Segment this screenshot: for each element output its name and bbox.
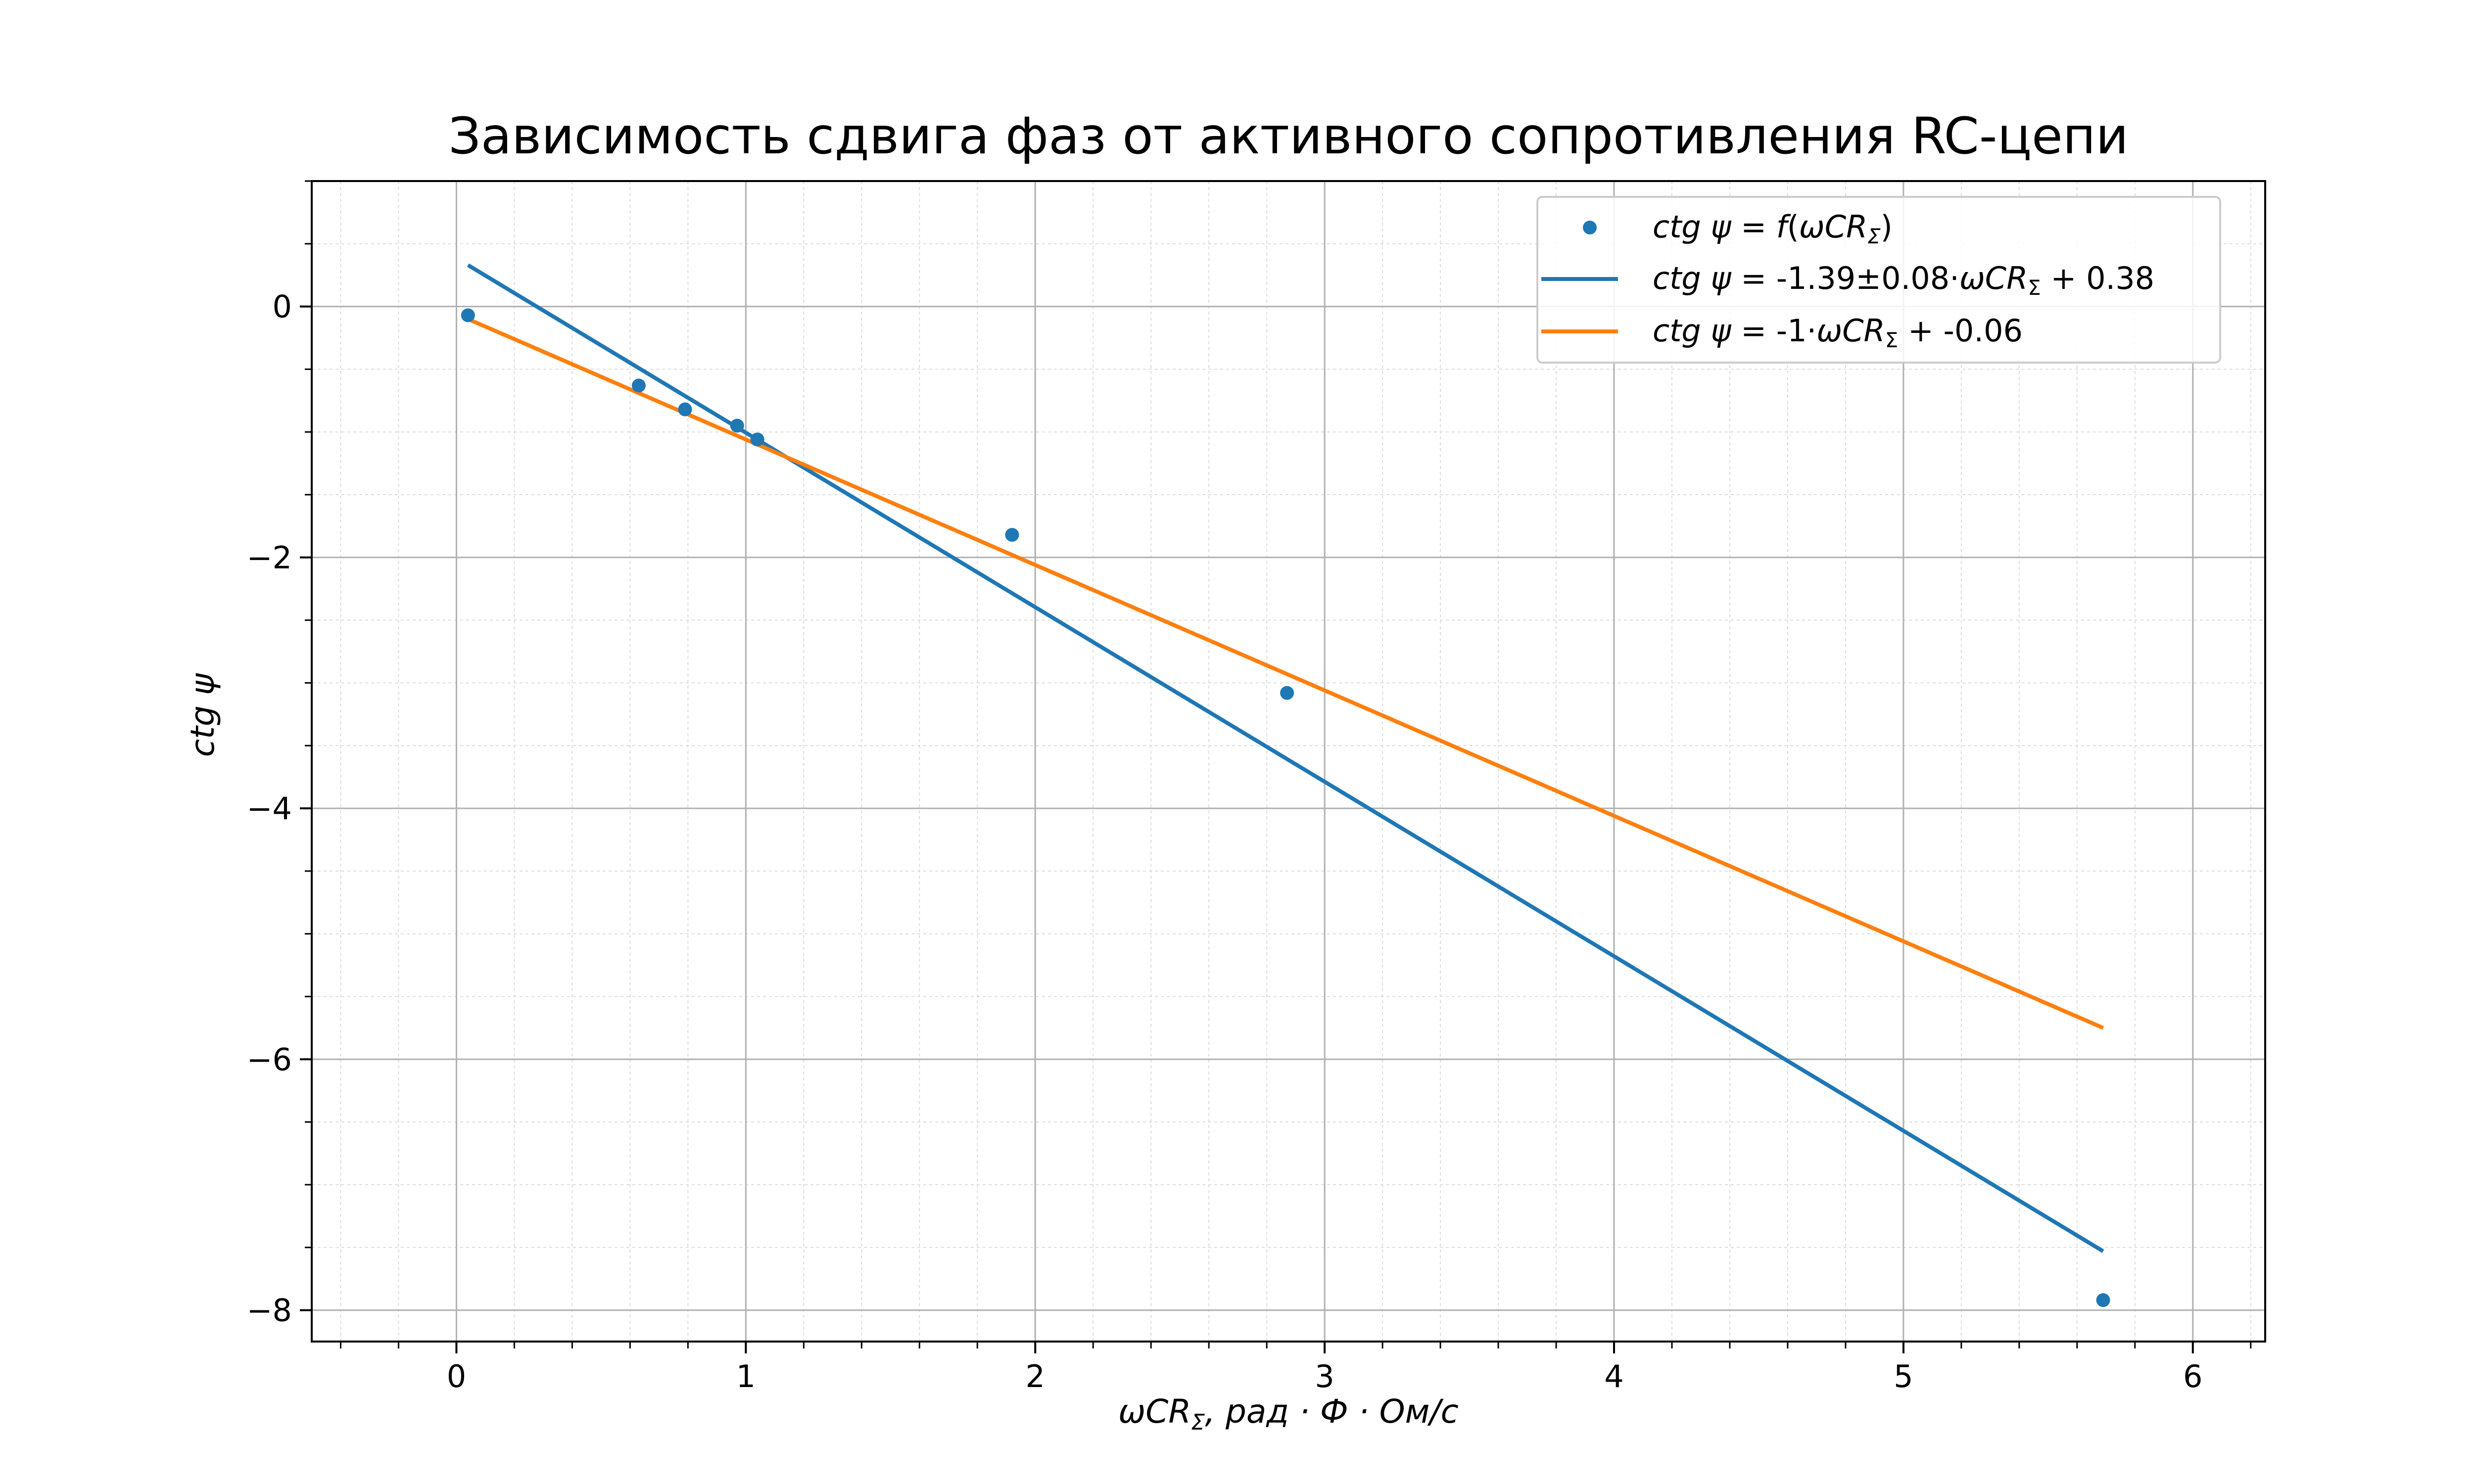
data-point-4 [750, 432, 764, 447]
legend-box [1536, 196, 2221, 364]
legend-label-measured: ctg ψ = f(ωCRΣ) [1653, 209, 1893, 248]
legend-marker-measured [1583, 221, 1597, 234]
data-point-3 [730, 418, 744, 433]
axis-ticks [300, 180, 2252, 1353]
data-point-2 [678, 402, 692, 417]
data-point-0 [461, 308, 475, 323]
chart-title: Зависимость сдвига фаз от активного сопр… [448, 107, 2128, 166]
tick-labels: 0 1 2 3 4 5 6 0 −2 −4 −6 −8 [247, 289, 2203, 1394]
legend-label-fit-orange: ctg ψ = -1·ωCRΣ + -0.06 [1653, 313, 2023, 352]
data-points [461, 308, 2110, 1307]
x-tick-label: 6 [2183, 1358, 2202, 1394]
y-tick-label: −6 [247, 1041, 292, 1077]
fit-line-2 [467, 317, 2104, 1030]
data-point-7 [2096, 1293, 2110, 1307]
data-point-5 [1005, 528, 1019, 542]
x-tick-label: 1 [736, 1358, 756, 1394]
y-tick-label: −2 [247, 540, 292, 576]
legend-label-fit-blue: ctg ψ = -1.39±0.08·ωCRΣ + 0.38 [1653, 260, 2154, 300]
x-axis-label: ωCRΣ, рад · Ф · Ом/с [1118, 1392, 1459, 1435]
x-tick-label: 0 [447, 1358, 466, 1394]
legend: ctg ψ = f(ωCRΣ) ctg ψ = -1.39±0.08·ωCRΣ … [1536, 196, 2221, 364]
major-grid [312, 181, 2265, 1342]
y-axis-label: ctg ψ [184, 673, 222, 757]
x-tick-label: 2 [1025, 1358, 1045, 1394]
y-tick-label: −4 [247, 790, 292, 827]
x-tick-label: 4 [1604, 1358, 1623, 1394]
y-tick-label: 0 [273, 289, 292, 325]
plot-frame [311, 180, 2266, 1343]
y-tick-label: −8 [247, 1293, 292, 1329]
x-tick-label: 5 [1894, 1358, 1913, 1394]
data-point-6 [1280, 686, 1294, 700]
data-point-1 [631, 378, 646, 393]
x-tick-label: 3 [1315, 1358, 1334, 1394]
